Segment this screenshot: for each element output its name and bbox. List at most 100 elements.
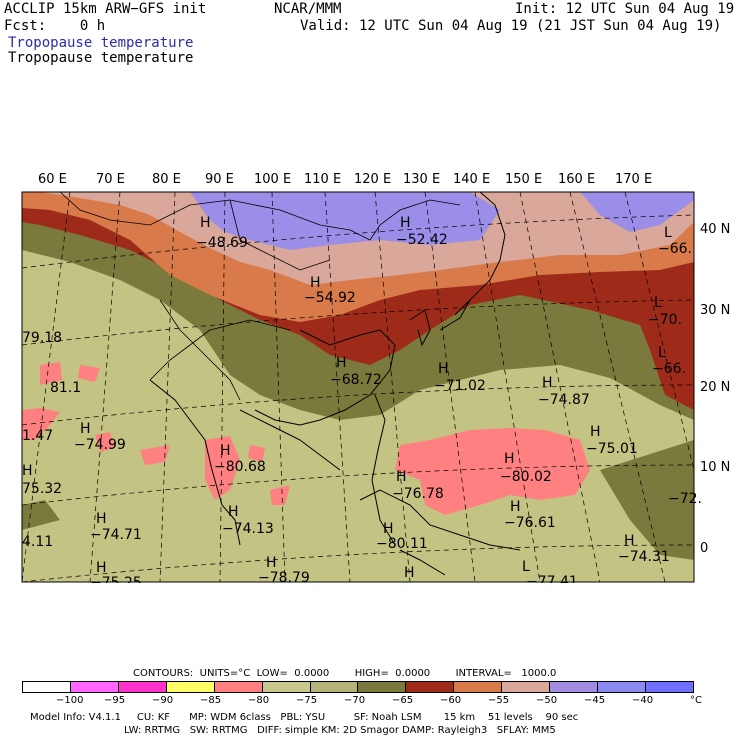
extremum-marker: H xyxy=(336,355,347,371)
extremum-marker: H xyxy=(504,451,515,467)
extremum-value: −75.01 xyxy=(586,441,638,457)
header-model: ACCLIP 15km ARW−GFS init xyxy=(4,1,207,17)
extremum-marker: H xyxy=(400,215,411,231)
model-info-line1: Model Info: V4.1.1 CU: KF MP: WDM 6class… xyxy=(30,712,579,723)
colorbar-label: −45 xyxy=(584,695,606,706)
model-info-line2: LW: RRTMG SW: RRTMG DIFF: simple KM: 2D … xyxy=(124,725,556,736)
extremum-value: −66. xyxy=(652,361,686,377)
colorbar-label: −50 xyxy=(536,695,558,706)
field-title-black: Tropopause temperature xyxy=(8,50,194,66)
lon-label: 130 E xyxy=(403,172,441,187)
lon-label: 160 E xyxy=(558,172,596,187)
lon-label: 170 E xyxy=(615,172,653,187)
extremum-marker: H xyxy=(438,361,449,377)
extremum-value: −80.11 xyxy=(376,536,428,552)
colorbar-swatch xyxy=(262,682,311,692)
colorbar-label: −100 xyxy=(56,695,84,706)
header-fcst: Fcst: 0 h xyxy=(4,18,106,34)
extremum-marker: L xyxy=(658,345,666,361)
lon-label: 150 E xyxy=(505,172,543,187)
colorbar-swatch xyxy=(23,682,71,692)
extremum-marker: H xyxy=(96,560,107,576)
extremum-marker: H xyxy=(542,375,553,391)
lat-label: 30 N xyxy=(700,303,731,318)
lon-label: 120 E xyxy=(354,172,392,187)
extremum-value: −66. xyxy=(658,241,692,257)
extremum-value: 4.11 xyxy=(22,534,54,550)
lon-label: 100 E xyxy=(254,172,292,187)
extremum-value: 75.32 xyxy=(22,481,63,497)
colorbar-label: −90 xyxy=(152,695,174,706)
extremum-marker: H xyxy=(590,424,601,440)
extremum-value: 79.18 xyxy=(22,330,63,346)
borders xyxy=(59,192,461,401)
extremum-value: 1.47 xyxy=(22,428,54,444)
extremum-value: −74.87 xyxy=(538,392,590,408)
field-title-blue: Tropopause temperature xyxy=(8,35,194,51)
extremum-marker: H xyxy=(404,565,415,581)
lat-label: 0 xyxy=(700,541,709,556)
extremum-value: −80.02 xyxy=(500,469,552,485)
lat-label: 20 N xyxy=(700,380,731,395)
colorbar-swatch xyxy=(645,682,693,692)
lon-label: 70 E xyxy=(96,172,125,187)
extremum-marker: H xyxy=(220,443,231,459)
extremum-marker: H xyxy=(228,504,239,520)
colorbar-label: −80 xyxy=(248,695,270,706)
extremum-value: −54.92 xyxy=(304,290,356,306)
colorbar-label: −40 xyxy=(632,695,654,706)
lon-label: 140 E xyxy=(453,172,491,187)
colorbar-swatch xyxy=(502,682,551,692)
region-purple xyxy=(190,192,500,250)
extremum-value: −76.78 xyxy=(392,486,444,502)
colorbar-label: −65 xyxy=(392,695,414,706)
extremum-value: −70. xyxy=(648,312,682,328)
extremum-value: −74.99 xyxy=(74,437,126,453)
extremum-value: −74.31 xyxy=(618,549,670,565)
map-frame xyxy=(21,191,695,583)
extremum-value: −68.72 xyxy=(330,372,382,388)
colorbar-label: °C xyxy=(690,695,702,706)
colorbar-swatch xyxy=(454,682,503,692)
colorbar-swatch xyxy=(118,682,167,692)
colorbar-label: −95 xyxy=(104,695,126,706)
extremum-marker: H xyxy=(200,215,211,231)
extremum-marker: L xyxy=(522,559,530,575)
header-init: Init: 12 UTC Sun 04 Aug 19 xyxy=(515,1,735,17)
colorbar-swatch xyxy=(214,682,263,692)
colorbar-swatch xyxy=(598,682,646,692)
extremum-value: −71.02 xyxy=(434,378,486,394)
colorbar-swatch xyxy=(550,682,599,692)
colorbar-swatch xyxy=(406,682,455,692)
lon-label: 110 E xyxy=(304,172,342,187)
extremum-value: −72. xyxy=(668,491,702,507)
colorbar xyxy=(22,681,694,693)
extremum-value: −78.79 xyxy=(258,570,310,586)
colorbar-swatch xyxy=(358,682,407,692)
extremum-marker: L xyxy=(654,295,662,311)
colorbar-swatch xyxy=(166,682,215,692)
lon-label: 60 E xyxy=(38,172,67,187)
lat-label: 40 N xyxy=(700,222,731,237)
extremum-marker: H xyxy=(510,499,521,515)
extremum-marker: H xyxy=(22,463,33,479)
extremum-marker: L xyxy=(664,225,672,241)
colorbar-label: −75 xyxy=(296,695,318,706)
extremum-marker: H xyxy=(624,533,635,549)
contours-info: CONTOURS: UNITS=°C LOW= 0.0000 HIGH= 0.0… xyxy=(133,668,557,679)
graticule xyxy=(22,192,694,582)
lat-label: 10 N xyxy=(700,460,731,475)
colorbar-swatch xyxy=(310,682,359,692)
header-valid: Valid: 12 UTC Sun 04 Aug 19 (21 JST Sun … xyxy=(300,18,722,34)
colorbar-label: −70 xyxy=(344,695,366,706)
extremum-value: −48.69 xyxy=(196,235,248,251)
region-salmon xyxy=(395,428,590,515)
extremum-marker: H xyxy=(310,275,321,291)
lon-label: 80 E xyxy=(152,172,181,187)
lon-label: 90 E xyxy=(205,172,234,187)
extremum-value: −76.61 xyxy=(504,515,556,531)
extremum-value: −74.71 xyxy=(90,527,142,543)
extremum-marker: H xyxy=(80,421,91,437)
extremum-value: 81.1 xyxy=(50,380,82,396)
